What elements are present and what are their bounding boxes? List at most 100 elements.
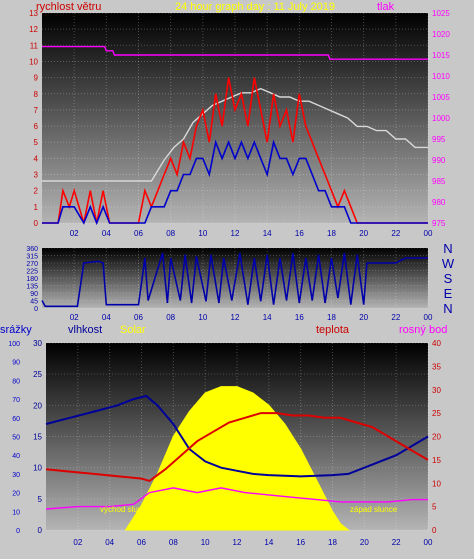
pressure-line (42, 45, 428, 60)
x-tick-label: 04 (102, 229, 111, 238)
wind-speed-tick-label: 8 (34, 90, 39, 99)
pressure-tick-label: 995 (432, 135, 446, 144)
dew-point-axis-label: rosný bod (399, 324, 447, 336)
compass-label: S (444, 271, 453, 286)
wind-speed-tick-label: 0 (34, 219, 39, 228)
x-tick-label: 00 (424, 229, 433, 238)
x-tick-label: 00 (424, 313, 433, 322)
wind-speed-tick-label: 1 (34, 203, 39, 212)
wind-speed-axis-label: rychlost větru (36, 1, 101, 13)
chart-title: 24 hour graph day : 11 July 2019 (175, 1, 335, 13)
pressure-tick-label: 980 (432, 198, 446, 207)
humidity-tick-label: 0 (38, 526, 43, 535)
precipitation-tick-label: 40 (12, 453, 20, 460)
x-tick-label: 04 (105, 538, 114, 547)
wind-speed-tick-label: 7 (34, 106, 39, 115)
wind-direction-tick-label: 180 (26, 276, 38, 283)
precipitation-tick-label: 10 (12, 509, 20, 516)
pressure-tick-label: 1010 (432, 72, 450, 81)
x-tick-label: 18 (327, 313, 336, 322)
precipitation-tick-label: 90 (12, 360, 20, 367)
sunset-annotation: západ slunce (350, 505, 398, 514)
precipitation-axis-label: srážky (0, 324, 32, 336)
compass-label: N (443, 241, 452, 256)
x-tick-label: 20 (359, 313, 368, 322)
humidity-line (45, 394, 429, 478)
x-tick-label: 06 (134, 229, 143, 238)
pressure-axis-label: tlak (377, 1, 395, 13)
wind-direction-tick-label: 270 (26, 261, 38, 268)
wind-speed-tick-label: 10 (29, 57, 38, 66)
wind-speed-tick-label: 12 (29, 25, 38, 34)
wind-pressure-chart: 0123456789101112139759809859909951000100… (29, 9, 450, 238)
wind-speed-tick-label: 5 (34, 138, 39, 147)
temperature-tick-label: 40 (432, 339, 441, 348)
pressure-tick-label: 1000 (432, 114, 450, 123)
humidity-tick-label: 25 (33, 370, 42, 379)
sunrise-annotation: východ slunce (100, 505, 151, 514)
compass-label: N (443, 301, 452, 316)
wind-direction-tick-label: 135 (26, 284, 38, 291)
wind-gust-line (42, 77, 428, 224)
humidity-tick-label: 15 (33, 433, 42, 442)
x-tick-label: 08 (166, 313, 175, 322)
wind-speed-tick-label: 9 (34, 74, 39, 83)
x-tick-label: 20 (359, 229, 368, 238)
pressure-tick-label: 975 (432, 219, 446, 228)
x-tick-label: 14 (263, 229, 272, 238)
wind-speed-tick-label: 13 (29, 9, 38, 18)
temperature-tick-label: 35 (432, 362, 441, 371)
precipitation-tick-label: 80 (12, 378, 20, 385)
wind-speed-tick-label: 11 (30, 41, 39, 50)
x-tick-label: 16 (295, 313, 304, 322)
compass-label: E (444, 286, 453, 301)
x-tick-label: 22 (391, 229, 400, 238)
precipitation-tick-label: 60 (12, 416, 20, 423)
x-tick-label: 12 (231, 313, 240, 322)
temperature-tick-label: 20 (432, 433, 441, 442)
x-tick-label: 10 (198, 229, 207, 238)
x-tick-label: 16 (295, 229, 304, 238)
x-tick-label: 20 (360, 538, 369, 547)
humidity-tick-label: 10 (33, 464, 42, 473)
precipitation-tick-label: 0 (16, 528, 20, 535)
x-tick-label: 16 (296, 538, 305, 547)
wind-speed-tick-label: 2 (34, 187, 39, 196)
wind-direction-tick-label: 225 (26, 269, 38, 276)
dew-point-line (45, 487, 428, 510)
x-tick-label: 10 (198, 313, 207, 322)
wind-speed-tick-label: 3 (34, 171, 39, 180)
wind-speed-tick-label: 4 (34, 154, 39, 163)
humidity-tick-label: 30 (33, 339, 42, 348)
temperature-tick-label: 15 (432, 456, 441, 465)
x-tick-label: 14 (263, 313, 272, 322)
temperature-line (45, 412, 429, 482)
humidity-tick-label: 5 (38, 495, 43, 504)
wind-speed-tick-label: 6 (34, 122, 39, 131)
x-tick-label: 08 (169, 538, 178, 547)
pressure-tick-label: 1005 (432, 93, 450, 102)
wind-pressure-plot-bg (42, 13, 428, 223)
solar-radiation-area (124, 386, 350, 531)
wind-direction-tick-label: 90 (30, 291, 38, 298)
wind-direction-tick-label: 45 (30, 299, 38, 306)
precipitation-tick-label: 70 (12, 397, 20, 404)
x-tick-label: 22 (392, 538, 401, 547)
temperature-tick-label: 25 (432, 409, 441, 418)
wind-speed-line (42, 139, 428, 226)
precipitation-tick-label: 20 (12, 491, 20, 498)
x-tick-label: 08 (166, 229, 175, 238)
humidity-tick-label: 20 (33, 401, 42, 410)
pressure-tick-label: 1025 (432, 9, 450, 18)
pressure-tick-label: 1020 (432, 30, 450, 39)
pressure-tick-label: 1015 (432, 51, 450, 60)
pressure-trend-line (42, 87, 428, 182)
x-tick-label: 02 (73, 538, 82, 547)
humidity-axis-label: vlhkost (68, 324, 102, 336)
x-tick-label: 04 (102, 313, 111, 322)
wind-direction-line (41, 252, 428, 308)
x-tick-label: 02 (70, 313, 79, 322)
pressure-tick-label: 990 (432, 156, 446, 165)
x-tick-label: 12 (231, 229, 240, 238)
